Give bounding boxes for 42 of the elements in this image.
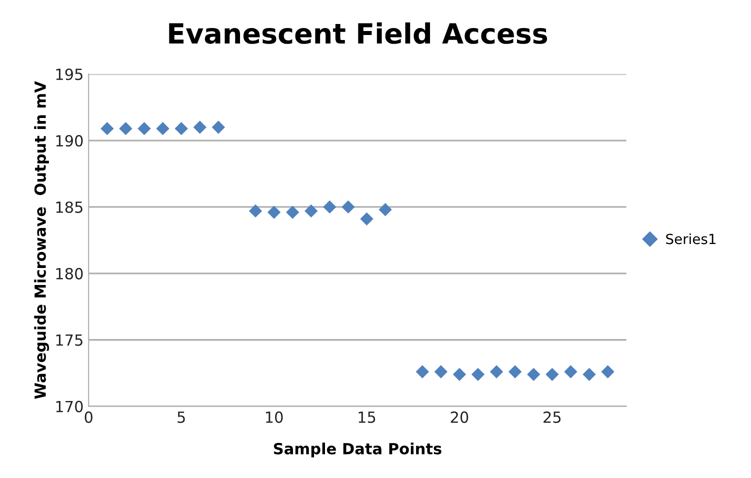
point xyxy=(452,368,466,381)
point xyxy=(323,200,336,214)
point xyxy=(601,365,614,378)
point xyxy=(564,365,578,378)
point xyxy=(119,122,132,136)
point xyxy=(360,212,374,226)
y-tick-label: 190 xyxy=(56,134,83,147)
point xyxy=(490,365,504,378)
x-tick-label: 0 xyxy=(84,411,92,423)
legend-label: Series1 xyxy=(666,233,716,244)
x-tick-label: 25 xyxy=(544,411,561,423)
x-tick-label: 10 xyxy=(266,411,283,423)
point xyxy=(286,206,300,219)
point xyxy=(471,368,485,381)
point xyxy=(527,368,540,381)
point xyxy=(342,200,355,214)
point xyxy=(434,365,448,378)
point xyxy=(156,122,170,136)
point xyxy=(416,365,429,378)
point xyxy=(267,206,281,219)
point xyxy=(582,368,596,381)
point xyxy=(546,368,559,381)
point xyxy=(138,122,151,136)
y-tick-label: 170 xyxy=(56,400,83,412)
chart-title: Evanescent Field Access xyxy=(169,22,548,44)
x-tick-label: 5 xyxy=(178,412,185,423)
x-axis-title: Sample Data Points xyxy=(274,442,442,458)
y-tick-label: 185 xyxy=(56,201,82,213)
point xyxy=(174,122,188,136)
point xyxy=(248,204,262,218)
point xyxy=(193,120,206,134)
y-tick-label: 195 xyxy=(56,68,82,80)
point xyxy=(508,365,522,378)
point xyxy=(378,203,392,216)
x-tick-label: 20 xyxy=(450,411,468,423)
point xyxy=(100,122,114,136)
y-tick-label: 175 xyxy=(56,334,82,346)
point xyxy=(304,204,318,218)
point xyxy=(212,120,225,134)
y-axis-title: Waveguide Microwave Output in mV xyxy=(34,81,50,399)
y-tick-label: 180 xyxy=(56,268,83,280)
x-tick-label: 15 xyxy=(358,412,376,423)
